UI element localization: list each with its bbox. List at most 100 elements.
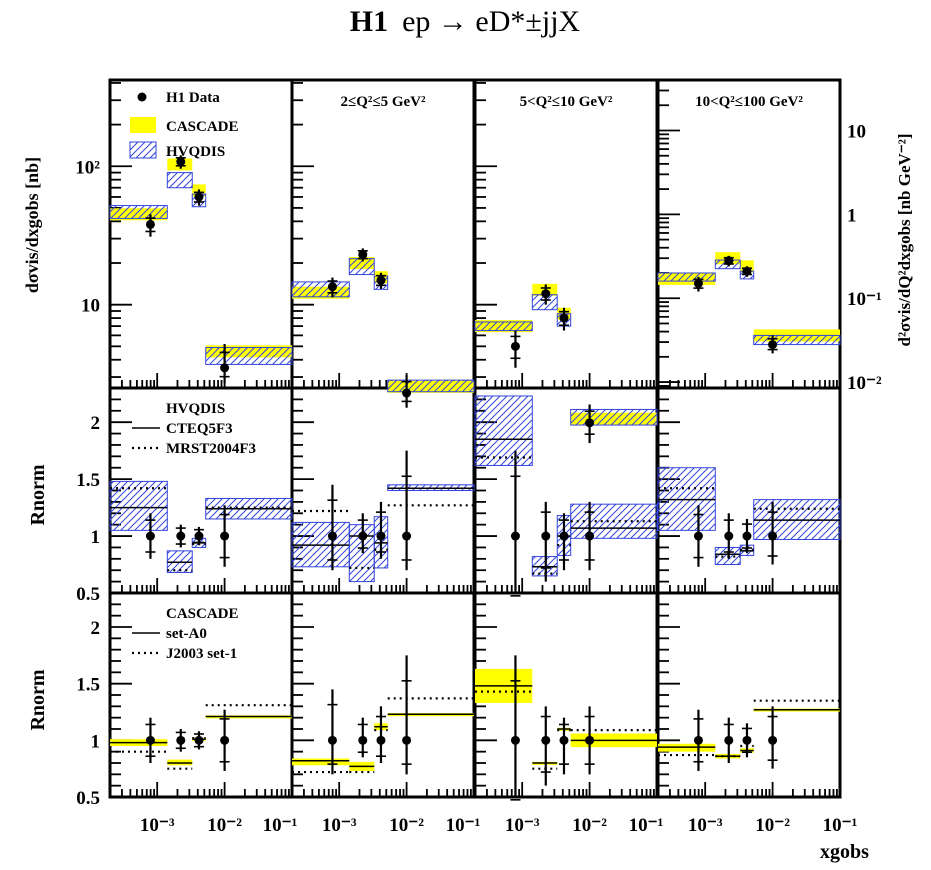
data-point [559,531,569,541]
data-point [559,313,569,323]
hvqdis-band [166,172,193,189]
data-point [376,735,386,745]
x-tick-label: 10⁻³ [505,815,540,836]
y-tick-label: 10 [81,296,100,317]
legend-cascade-label: CASCADE [166,119,239,135]
data-point [220,735,230,745]
data-point [510,341,520,351]
y-tick-label: 1.5 [76,470,100,491]
x-tick-label: 10⁻¹ [629,815,664,836]
x-tick-label: 10⁻² [207,815,242,836]
data-point [541,289,551,299]
panel-q2-label: 5<Q²≤10 GeV² [520,94,613,110]
data-point [327,531,337,541]
legend-cascade-swatch [130,117,156,133]
panel-frame [290,591,476,799]
data-point [585,418,595,428]
legend-solid-label: set-A0 [166,626,207,642]
legend-dotted-label: MRST2004F3 [166,441,256,457]
y-tick-label: 2 [91,413,101,434]
y-axis-title: dσvis/dxgobs [nb] [22,157,42,293]
legend-data-marker [137,92,147,102]
data-point [585,735,595,745]
y-axis-title: Rnorm [27,464,49,525]
panel-frame [108,591,294,799]
hvqdis-band [753,334,841,346]
x-tick-label: 10⁻³ [322,815,357,836]
data-point [510,735,520,745]
data-point [768,735,778,745]
right-y-tick-label: 10⁻¹ [847,289,882,310]
panel-frame [656,591,842,799]
data-point [194,735,204,745]
data-point [194,192,204,202]
x-tick-label: 10⁻² [389,815,424,836]
right-y-tick-label: 10 [847,121,866,142]
y-tick-label: 1.5 [76,675,100,696]
x-tick-label: 10⁻³ [140,815,175,836]
data-point [358,531,368,541]
data-point [376,275,386,285]
hvqdis-band [109,205,168,219]
data-point [768,340,778,350]
legend-dotted-label: J2003 set-1 [166,646,237,662]
data-point [541,531,551,541]
data-point [693,531,703,541]
data-point [402,388,412,398]
data-point [693,278,703,288]
legend-data-label: H1 Data [166,90,220,106]
data-point [724,531,734,541]
panel-frame [473,78,659,390]
y-tick-label: 0.5 [76,788,100,809]
data-point [724,735,734,745]
data-point [724,256,734,266]
cascade-band [292,758,350,766]
data-point [145,735,155,745]
y-tick-label: 10² [75,157,100,178]
data-point [402,735,412,745]
x-tick-label: 10⁻² [572,815,607,836]
x-tick-label: 10⁻³ [688,815,723,836]
data-point [559,735,569,745]
y-tick-label: 1 [91,527,101,548]
data-point [176,735,186,745]
hvqdis-band [570,408,658,426]
data-point [176,531,186,541]
hvqdis-band [387,379,475,393]
data-point [510,531,520,541]
legend-hvqdis-label: HVQDIS [166,144,225,160]
x-tick-label: 10⁻² [755,815,790,836]
data-point [376,531,386,541]
data-point [402,531,412,541]
right-y-tick-label: 1 [847,205,857,226]
x-tick-label: 10⁻¹ [446,815,481,836]
data-point [742,735,752,745]
y-tick-label: 0.5 [76,584,100,605]
data-point [768,531,778,541]
data-point [358,250,368,260]
y-tick-label: 1 [91,731,101,752]
x-tick-label: 10⁻¹ [263,815,298,836]
data-point [742,266,752,276]
hvqdis-band [657,272,716,282]
data-point [541,735,551,745]
x-tick-label: 10⁻¹ [823,815,858,836]
data-point [358,735,368,745]
y-tick-label: 2 [91,618,101,639]
legend-title: CASCADE [166,606,239,622]
data-point [220,363,230,373]
data-point [327,282,337,292]
hvqdis-band [205,347,293,365]
x-axis-title: xgobs [820,841,869,863]
right-y-tick-label: 10⁻² [847,373,882,394]
data-point [693,735,703,745]
data-point [176,157,186,167]
data-point [194,531,204,541]
panel-q2-label: 10<Q²≤100 GeV² [695,94,803,110]
data-point [145,531,155,541]
data-point [145,219,155,229]
figure-title: H1 ep → eD*±jjX [350,5,581,38]
legend-solid-label: CTEQ5F3 [166,421,233,437]
hvqdis-band [109,480,168,531]
